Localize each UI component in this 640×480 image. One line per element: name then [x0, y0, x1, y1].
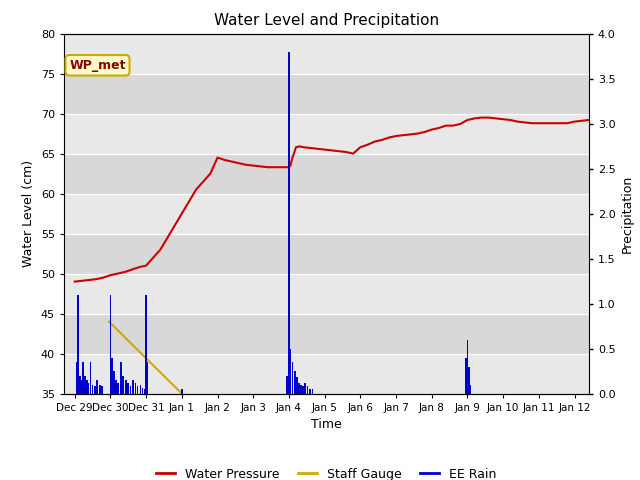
- Bar: [99, 384, 100, 394]
- Bar: [94, 386, 95, 394]
- Bar: [292, 362, 293, 394]
- Bar: [64, 193, 589, 234]
- Bar: [79, 375, 81, 394]
- Bar: [132, 380, 134, 394]
- Bar: [122, 375, 124, 394]
- Bar: [305, 383, 306, 394]
- Bar: [64, 274, 589, 313]
- Bar: [64, 234, 589, 274]
- Bar: [465, 358, 467, 394]
- Bar: [467, 339, 468, 394]
- Bar: [64, 154, 589, 193]
- Bar: [90, 362, 92, 394]
- Bar: [80, 380, 82, 394]
- Bar: [101, 386, 103, 394]
- Bar: [312, 389, 314, 394]
- Bar: [140, 384, 141, 394]
- Bar: [137, 386, 138, 394]
- Bar: [96, 380, 98, 394]
- Bar: [134, 383, 136, 394]
- Y-axis label: Precipitation: Precipitation: [621, 174, 634, 253]
- Bar: [113, 371, 115, 394]
- Bar: [77, 295, 79, 394]
- Bar: [64, 114, 589, 154]
- Title: Water Level and Precipitation: Water Level and Precipitation: [214, 13, 439, 28]
- Bar: [76, 362, 77, 394]
- Bar: [147, 362, 148, 394]
- Y-axis label: Water Level (cm): Water Level (cm): [22, 160, 35, 267]
- Bar: [64, 73, 589, 114]
- Bar: [289, 348, 291, 394]
- Bar: [115, 380, 117, 394]
- Bar: [310, 389, 311, 394]
- Bar: [111, 358, 113, 394]
- Bar: [296, 377, 298, 394]
- Bar: [125, 380, 127, 394]
- Bar: [117, 383, 119, 394]
- Bar: [129, 386, 131, 394]
- Bar: [83, 362, 84, 394]
- Bar: [86, 380, 88, 394]
- Bar: [469, 384, 471, 394]
- Bar: [145, 295, 147, 394]
- X-axis label: Time: Time: [311, 418, 342, 431]
- Bar: [302, 386, 304, 394]
- Bar: [181, 389, 182, 394]
- Text: WP_met: WP_met: [69, 59, 125, 72]
- Bar: [64, 34, 589, 73]
- Bar: [92, 384, 93, 394]
- Bar: [109, 295, 111, 394]
- Bar: [141, 388, 143, 394]
- Bar: [300, 384, 302, 394]
- Bar: [288, 51, 290, 394]
- Bar: [294, 371, 296, 394]
- Bar: [64, 313, 589, 354]
- Bar: [120, 362, 122, 394]
- Bar: [307, 386, 308, 394]
- Bar: [144, 389, 145, 394]
- Bar: [88, 383, 89, 394]
- Bar: [298, 383, 300, 394]
- Bar: [84, 375, 86, 394]
- Bar: [64, 354, 589, 394]
- Bar: [286, 375, 287, 394]
- Legend: Water Pressure, Staff Gauge, EE Rain: Water Pressure, Staff Gauge, EE Rain: [151, 463, 502, 480]
- Bar: [468, 367, 470, 394]
- Bar: [127, 383, 129, 394]
